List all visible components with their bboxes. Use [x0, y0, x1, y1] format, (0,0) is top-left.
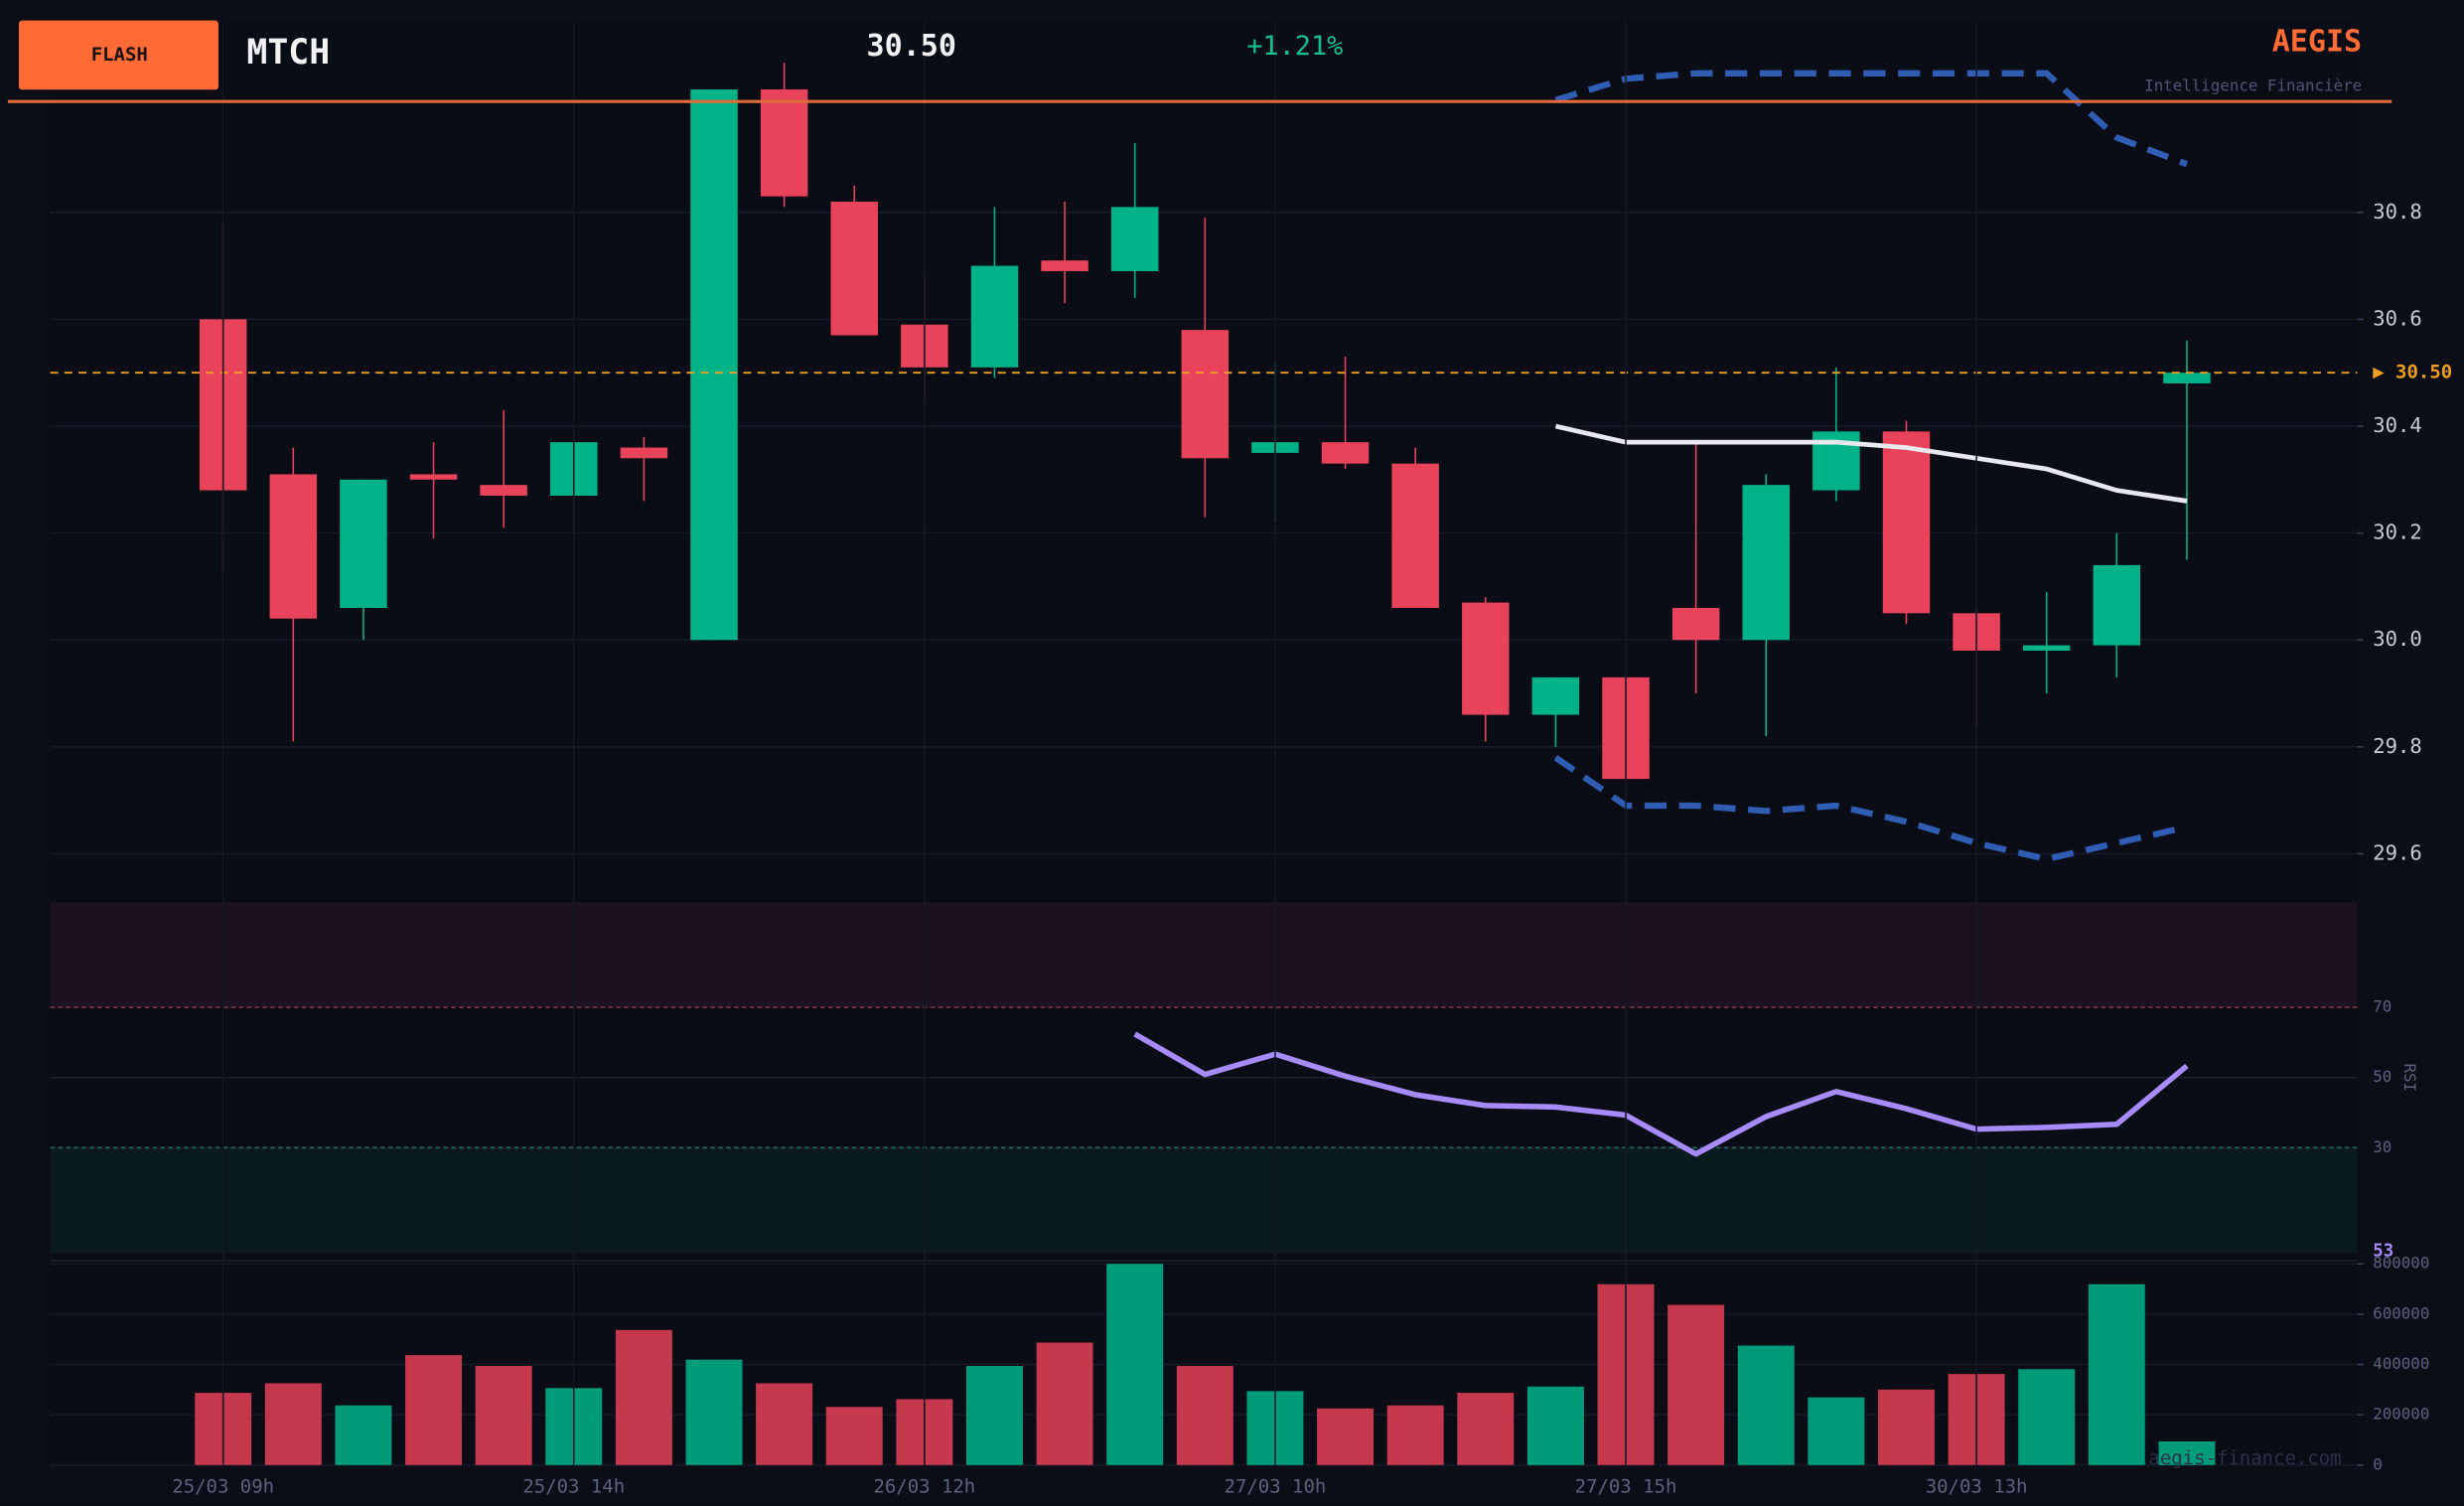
y-tick-label: 30.4 — [2373, 413, 2421, 437]
y-tick-label: 30.6 — [2373, 306, 2421, 330]
volume-bar — [1036, 1342, 1093, 1465]
band-line — [1554, 70, 2189, 168]
candle-body — [1391, 463, 1439, 608]
volume-bar — [2088, 1283, 2145, 1465]
candle-body — [1671, 607, 1720, 641]
badge — [18, 20, 218, 90]
candle-body — [2163, 373, 2211, 383]
symbol: MTCH — [246, 33, 330, 73]
volume-bar — [475, 1366, 532, 1465]
volume-bar — [965, 1366, 1023, 1465]
band-line — [1554, 423, 2188, 504]
volume-bar — [1667, 1304, 1725, 1465]
candle-body — [1742, 485, 1790, 641]
candle-body — [1041, 260, 1088, 271]
last-price-label: ▶ 30.50 — [2373, 362, 2452, 383]
volume-bar — [756, 1383, 813, 1465]
y-tick-label: 600000 — [2373, 1303, 2429, 1322]
y-tick-label: 30.8 — [2373, 200, 2421, 224]
volume-bar — [264, 1383, 322, 1465]
volume-bar — [1526, 1386, 1584, 1465]
tagline: Intelligence Financière — [2144, 76, 2362, 95]
volume-bar — [1106, 1264, 1164, 1465]
band-line — [1553, 754, 2188, 863]
candle-body — [480, 485, 527, 496]
volume-bar — [825, 1407, 883, 1465]
volume-bar — [1737, 1345, 1795, 1465]
candle-body — [1321, 442, 1370, 464]
price: 30.50 — [866, 29, 955, 64]
y-tick-label: 30 — [2373, 1137, 2392, 1156]
candle-body — [1110, 207, 1159, 271]
volume-bar — [685, 1359, 743, 1465]
volume-bar — [1176, 1366, 1233, 1465]
x-tick-label: 26/03 12h — [873, 1475, 975, 1497]
oversold-zone — [50, 1147, 2358, 1254]
volume-bar — [405, 1355, 463, 1465]
y-tick-label: 29.8 — [2373, 734, 2421, 758]
candle-body — [1181, 330, 1230, 459]
volume-bar — [335, 1405, 392, 1465]
y-tick-label: 50 — [2373, 1067, 2392, 1086]
rsi-line — [1133, 1031, 2189, 1157]
x-tick-label: 27/03 10h — [1225, 1475, 1327, 1497]
rsi-value-label: 53 — [2373, 1242, 2393, 1262]
y-axis-label: RSI — [2400, 1063, 2419, 1092]
overbought-zone — [50, 902, 2358, 1008]
brand: AEGIS — [2272, 24, 2362, 59]
volume-bar — [2158, 1440, 2216, 1465]
y-tick-label: 0 — [2373, 1454, 2383, 1473]
volume-bar — [1878, 1389, 1935, 1465]
y-tick-label: 70 — [2373, 997, 2392, 1016]
x-tick-label: 25/03 14h — [522, 1475, 625, 1497]
candle-body — [409, 474, 458, 480]
candle-body — [1882, 431, 1931, 614]
volume-bar — [1317, 1408, 1375, 1465]
x-tick-label: 30/03 13h — [1926, 1475, 2028, 1497]
y-tick-label: 29.6 — [2373, 840, 2421, 864]
change: +1.21% — [1246, 31, 1343, 62]
candle-body — [690, 89, 738, 641]
y-tick-label: 30.2 — [2373, 521, 2421, 544]
watermark: aegis-finance.com — [2148, 1447, 2341, 1469]
x-tick-label: 25/03 09h — [172, 1475, 274, 1497]
volume-bar — [1457, 1393, 1515, 1465]
candle-body — [269, 474, 318, 619]
candle-body — [620, 447, 668, 459]
volume-bar — [1386, 1405, 1444, 1465]
candle-body — [2093, 564, 2141, 646]
y-tick-label: 200000 — [2373, 1405, 2429, 1424]
candle-body — [830, 202, 878, 336]
x-tick-label: 27/03 15h — [1575, 1475, 1677, 1497]
badge-text: FLASH — [91, 44, 148, 66]
candle-body — [340, 479, 387, 608]
volume-bar — [1808, 1397, 1865, 1465]
candle-body — [1462, 602, 1510, 715]
y-tick-label: 30.0 — [2373, 627, 2421, 651]
y-tick-label: 800000 — [2373, 1254, 2429, 1273]
volume-bar — [2018, 1369, 2076, 1465]
candle-body — [970, 265, 1019, 368]
y-tick-label: 400000 — [2373, 1354, 2429, 1373]
volume-bar — [615, 1329, 672, 1465]
candle-body — [1531, 677, 1580, 715]
candle-body — [760, 89, 808, 197]
candle-body — [2022, 645, 2071, 651]
